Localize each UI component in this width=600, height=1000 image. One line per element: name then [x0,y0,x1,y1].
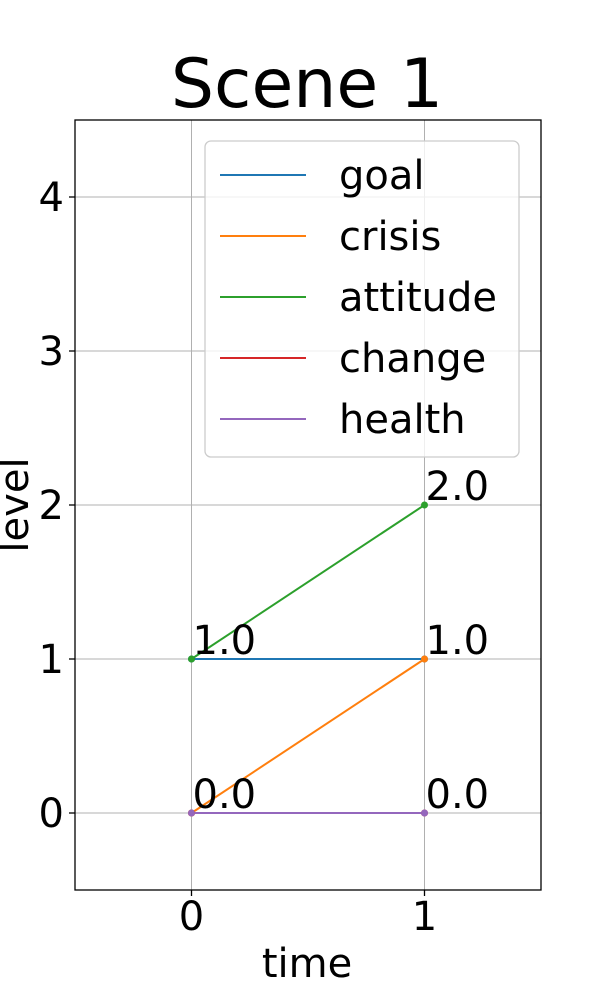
series-line-crisis [190,658,426,814]
x-tick-label: 0 [179,894,204,940]
data-label: 2.0 [426,464,490,510]
data-label: 0.0 [193,772,257,818]
series-lines [190,504,426,814]
data-labels: 1.0 0.0 2.0 1.0 0.0 [193,464,490,818]
legend-box [204,140,520,458]
data-point-health [188,809,195,817]
data-point-attitude [188,655,195,663]
data-points [188,501,428,817]
legend-label-attitude: attitude [339,275,497,321]
data-label: 1.0 [426,618,490,664]
data-label: 0.0 [426,772,490,818]
data-point-health [421,809,428,817]
y-tick-label: 3 [39,329,64,375]
data-label: 1.0 [193,618,257,664]
chart-title: Scene 1 [171,45,443,124]
legend-label-health: health [339,397,466,443]
legend: goal crisis attitude change health [204,140,520,458]
legend-label-crisis: crisis [339,214,441,260]
y-tick-label: 4 [39,175,64,221]
data-point-crisis [421,655,428,663]
x-tick-label: 1 [412,894,437,940]
y-tick-label: 2 [39,483,64,529]
legend-label-change: change [339,336,486,382]
y-tick-label: 1 [39,637,64,683]
x-axis-label: time [262,941,352,987]
y-axis-label: level [0,457,38,552]
legend-label-goal: goal [339,153,425,199]
y-tick-label: 0 [39,791,64,837]
series-line-attitude [190,504,426,660]
data-point-attitude [421,501,428,509]
y-axis-ticks: 0 1 2 3 4 [39,175,75,837]
